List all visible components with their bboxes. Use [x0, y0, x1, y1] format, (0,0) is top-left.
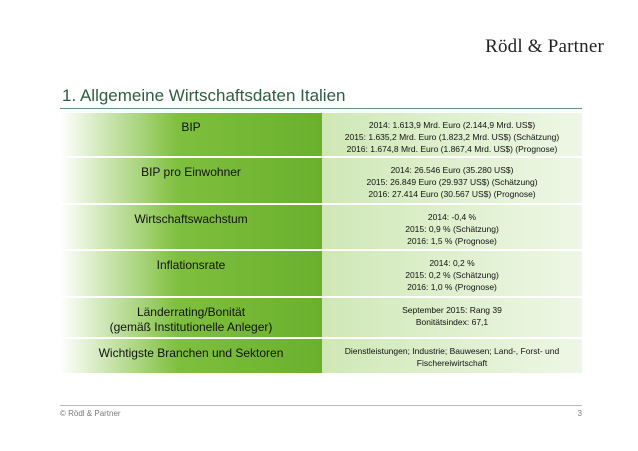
row-value-line: 2016: 1.674,8 Mrd. Euro (1.867,4 Mrd. US… — [346, 144, 558, 154]
table-row-wirtschaftswachstum: Wirtschaftswachstum 2014: -0,4 % 2015: 0… — [60, 205, 582, 251]
row-value: Dienstleistungen; Industrie; Bauwesen; L… — [322, 339, 582, 373]
table-row-bip: BIP 2014: 1.613,9 Mrd. Euro (2.144,9 Mrd… — [60, 113, 582, 158]
footer-divider — [60, 405, 582, 406]
row-label: Länderrating/Bonität (gemäß Institutione… — [60, 298, 322, 337]
row-value-line: Fischereiwirtschaft — [416, 358, 488, 368]
row-label: Wirtschaftswachstum — [60, 205, 322, 249]
company-logo: Rödl & Partner — [485, 36, 604, 57]
row-value: 2014: 1.613,9 Mrd. Euro (2.144,9 Mrd. US… — [322, 113, 582, 156]
footer-copyright: © Rödl & Partner — [60, 409, 121, 418]
table-row-laenderrating: Länderrating/Bonität (gemäß Institutione… — [60, 298, 582, 339]
title-divider — [60, 108, 582, 109]
row-value: 2014: -0,4 % 2015: 0,9 % (Schätzung) 201… — [322, 205, 582, 249]
row-value-line: 2014: 0,2 % — [429, 258, 475, 268]
row-value-line: 2015: 1.635,2 Mrd. Euro (1.823,2 Mrd. US… — [344, 132, 560, 142]
row-label-text: Länderrating/Bonität — [136, 305, 246, 319]
row-value-line: 2016: 27.414 Euro (30.567 US$) (Prognose… — [368, 189, 536, 199]
row-value-line: September 2015: Rang 39 — [402, 305, 502, 315]
row-value-line: 2015: 0,2 % (Schätzung) — [405, 270, 499, 280]
row-label: BIP pro Einwohner — [60, 158, 322, 203]
row-value-line: 2015: 26.849 Euro (29.937 US$) (Schätzun… — [366, 177, 538, 187]
row-label-text: BIP pro Einwohner — [141, 165, 241, 179]
row-value: 2014: 0,2 % 2015: 0,2 % (Schätzung) 2016… — [322, 251, 582, 296]
row-label-text: Inflationsrate — [156, 258, 226, 272]
economic-data-table: BIP 2014: 1.613,9 Mrd. Euro (2.144,9 Mrd… — [60, 113, 582, 375]
table-row-bip-pro-einwohner: BIP pro Einwohner 2014: 26.546 Euro (35.… — [60, 158, 582, 205]
table-row-branchen: Wichtigste Branchen und Sektoren Dienstl… — [60, 339, 582, 375]
row-label: BIP — [60, 113, 322, 156]
row-value-line: 2014: -0,4 % — [427, 212, 477, 222]
page-number: 3 — [577, 409, 582, 418]
row-value-line: 2015: 0,9 % (Schätzung) — [405, 224, 499, 234]
row-value: September 2015: Rang 39 Bonitätsindex: 6… — [322, 298, 582, 337]
table-row-inflationsrate: Inflationsrate 2014: 0,2 % 2015: 0,2 % (… — [60, 251, 582, 298]
row-value-line: Dienstleistungen; Industrie; Bauwesen; L… — [344, 346, 560, 356]
row-value-line: 2016: 1,0 % (Prognose) — [407, 282, 497, 292]
row-label: Inflationsrate — [60, 251, 322, 296]
row-label-text: Wichtigste Branchen und Sektoren — [98, 346, 284, 360]
row-label-text: (gemäß Institutionelle Anleger) — [109, 320, 273, 334]
row-label: Wichtigste Branchen und Sektoren — [60, 339, 322, 373]
row-label-text: Wirtschaftswachstum — [134, 212, 248, 226]
row-value: 2014: 26.546 Euro (35.280 US$) 2015: 26.… — [322, 158, 582, 203]
row-value-line: Bonitätsindex: 67,1 — [415, 317, 489, 327]
row-value-line: 2014: 1.613,9 Mrd. Euro (2.144,9 Mrd. US… — [368, 120, 536, 130]
row-value-line: 2014: 26.546 Euro (35.280 US$) — [390, 165, 514, 175]
page-title: 1. Allgemeine Wirtschaftsdaten Italien — [62, 86, 346, 105]
row-value-line: 2016: 1,5 % (Prognose) — [407, 236, 497, 246]
row-label-text: BIP — [181, 120, 201, 134]
